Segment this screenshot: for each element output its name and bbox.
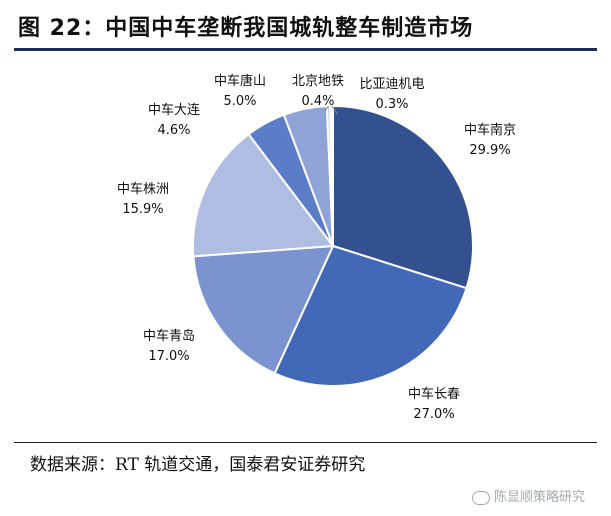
title-rule (14, 48, 597, 51)
slice-label-name: 中车青岛 (143, 328, 195, 344)
wechat-icon (471, 490, 490, 505)
chart-title: 图 22：中国中车垄断我国城轨整车制造市场 (18, 16, 474, 41)
pie-slice-2 (273, 244, 468, 387)
source-rule (14, 442, 597, 443)
slice-label-name: 中车唐山 (214, 73, 266, 89)
pie-slice-4 (192, 132, 335, 258)
pie-slice-3 (192, 244, 335, 375)
leader-line (331, 105, 339, 115)
leader-line (324, 105, 329, 112)
slice-labels: 中车南京 29.9% 中车长春 27.0% 中车青岛 17.0% 中车株洲 15.9% 中车大连… (117, 73, 516, 422)
slice-label-value: 29.9% (469, 143, 510, 158)
slice-label-value: 17.0% (148, 349, 189, 364)
slice-label-name: 中车大连 (148, 102, 200, 118)
watermark: 陈显顺策略研究 (471, 486, 585, 505)
pie-slice-1 (332, 104, 474, 290)
slice-label-value: 0.4% (301, 94, 334, 109)
slice-label-name: 中车株洲 (117, 181, 169, 197)
slice-label-name: 中车南京 (464, 122, 516, 138)
slice-label-value: 5.0% (223, 94, 256, 109)
watermark-text: 陈显顺策略研究 (493, 490, 585, 505)
slice-label-name: 中车长春 (408, 386, 460, 402)
pie-slices (192, 104, 474, 387)
leader-lines (324, 105, 339, 115)
slice-label-name: 北京地铁 (292, 74, 344, 89)
slice-label-value: 0.3% (375, 97, 408, 112)
source-note: 数据来源：RT 轨道交通，国泰君安证券研究 (30, 455, 366, 475)
slice-label-value: 27.0% (413, 407, 454, 422)
slice-label-name: 比亚迪机电 (359, 77, 424, 92)
slice-label-value: 4.6% (157, 123, 190, 138)
slice-label-value: 15.9% (122, 202, 163, 217)
